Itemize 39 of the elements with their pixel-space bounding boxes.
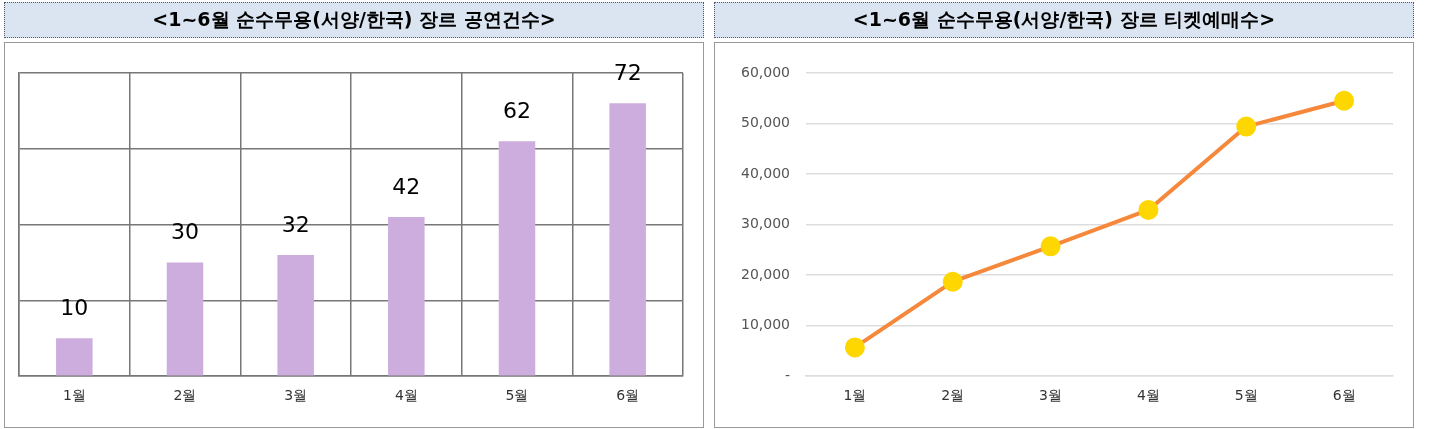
bar (388, 217, 425, 376)
y-tick-label: 20,000 (740, 265, 790, 282)
x-tick-label: 3월 (1039, 387, 1063, 404)
data-label: 62 (503, 97, 531, 123)
x-tick-label: 2월 (173, 387, 197, 404)
x-tick-label: 5월 (1234, 387, 1258, 404)
point (1236, 116, 1257, 137)
data-label: 10 (60, 295, 89, 321)
data-label: 32 (281, 211, 310, 237)
point (942, 271, 963, 292)
point (1040, 236, 1061, 257)
x-tick-label: 3월 (284, 387, 308, 404)
x-tick-label: 4월 (1136, 387, 1160, 404)
x-tick-label: 4월 (394, 387, 418, 404)
x-tick-label: 1월 (843, 387, 867, 404)
x-tick-label: 6월 (1332, 387, 1356, 404)
y-tick-label: - (784, 366, 790, 383)
y-tick-label: 10,000 (740, 316, 790, 333)
point (1334, 90, 1355, 111)
x-tick-label: 1월 (62, 387, 86, 404)
chart-title: <1~6월 순수무용(서양/한국) 장르 공연건수> (4, 2, 704, 38)
data-label: 72 (613, 60, 642, 86)
x-tick-label: 2월 (941, 387, 965, 404)
point (1138, 199, 1159, 220)
data-label: 30 (171, 219, 199, 245)
bar (498, 141, 536, 376)
y-tick-label: 60,000 (740, 63, 790, 80)
data-label: 42 (392, 173, 421, 199)
bar (609, 103, 646, 376)
chart-title: <1~6월 순수무용(서양/한국) 장르 티켓예매수> (714, 2, 1414, 38)
x-tick-label: 5월 (505, 387, 529, 404)
x-tick-label: 6월 (616, 387, 640, 404)
bar (166, 262, 204, 376)
bar (56, 338, 93, 376)
bar (277, 254, 314, 376)
point (844, 337, 865, 358)
y-tick-label: 30,000 (740, 215, 790, 232)
y-tick-label: 40,000 (740, 164, 790, 181)
y-tick-label: 50,000 (740, 114, 790, 131)
